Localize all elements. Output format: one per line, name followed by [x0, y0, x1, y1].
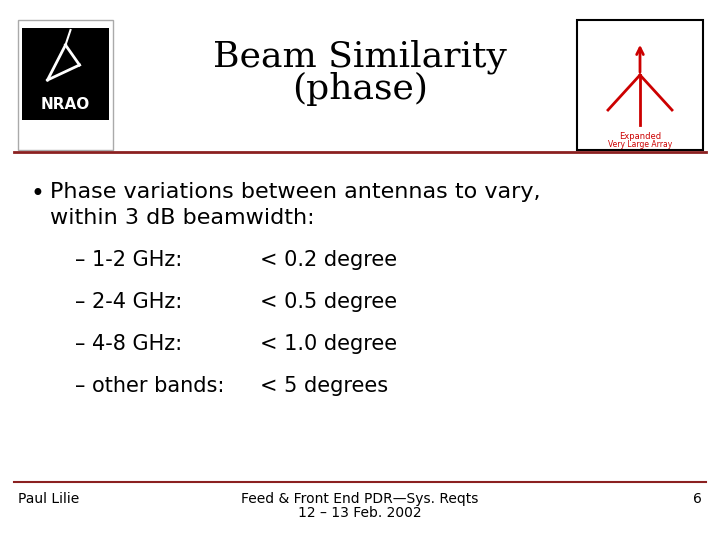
Text: Very Large Array: Very Large Array [608, 140, 672, 149]
Bar [577, 20, 703, 150]
Text: Expanded: Expanded [619, 132, 661, 141]
Text: Paul Lilie: Paul Lilie [18, 492, 79, 506]
Text: – 4-8 GHz:: – 4-8 GHz: [75, 334, 182, 354]
Text: – 1-2 GHz:: – 1-2 GHz: [75, 250, 182, 270]
Text: < 1.0 degree: < 1.0 degree [260, 334, 397, 354]
Text: Phase variations between antennas to vary,: Phase variations between antennas to var… [50, 182, 541, 202]
Text: < 0.5 degree: < 0.5 degree [260, 292, 397, 312]
Text: Beam Similarity: Beam Similarity [213, 40, 507, 75]
Text: < 5 degrees: < 5 degrees [260, 376, 388, 396]
Text: within 3 dB beamwidth:: within 3 dB beamwidth: [50, 208, 315, 228]
Text: (phase): (phase) [292, 72, 428, 106]
Text: – 2-4 GHz:: – 2-4 GHz: [75, 292, 182, 312]
Text: •: • [30, 182, 44, 206]
FancyBboxPatch shape [18, 20, 113, 150]
Bar [22, 28, 109, 120]
Text: 6: 6 [693, 492, 702, 506]
Text: – other bands:: – other bands: [75, 376, 225, 396]
Text: Feed & Front End PDR—Sys. Reqts: Feed & Front End PDR—Sys. Reqts [241, 492, 479, 506]
Text: < 0.2 degree: < 0.2 degree [260, 250, 397, 270]
Text: NRAO: NRAO [41, 97, 90, 112]
Text: 12 – 13 Feb. 2002: 12 – 13 Feb. 2002 [298, 506, 422, 520]
